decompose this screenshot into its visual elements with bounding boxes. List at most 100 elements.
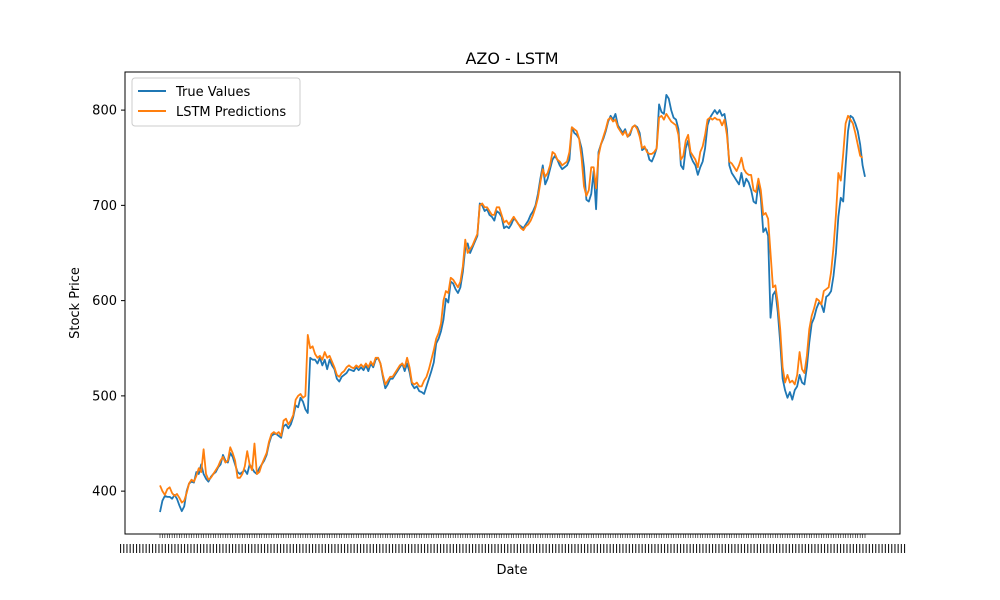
x-tick-label-glyph [203, 544, 205, 553]
x-tick-label-glyph [561, 544, 563, 553]
x-tick-label-glyph [456, 544, 458, 553]
x-tick-label-glyph [241, 544, 243, 553]
x-tick-label-glyph [788, 544, 790, 553]
x-tick-label-glyph [904, 544, 906, 553]
x-tick-label-glyph [340, 544, 342, 553]
x-tick-label-glyph [728, 544, 730, 553]
x-tick-label-glyph [699, 544, 701, 553]
x-tick-label-glyph [184, 544, 186, 553]
x-tick-label-glyph [651, 544, 653, 553]
x-tick-label-glyph [436, 544, 438, 553]
x-tick-label-glyph [433, 544, 435, 553]
x-tick-label-glyph [558, 544, 560, 553]
x-tick-label-glyph [833, 544, 835, 553]
x-tick-label-glyph [491, 544, 493, 553]
x-tick-label-glyph [849, 544, 851, 553]
x-tick-label-glyph [302, 544, 304, 553]
x-tick-label-glyph [756, 544, 758, 553]
x-tick-label-glyph [123, 544, 125, 553]
x-tick-label-glyph [564, 544, 566, 553]
x-tick-label-glyph [216, 544, 218, 553]
x-tick-label-glyph [625, 544, 627, 553]
x-tick-label-glyph [209, 544, 211, 553]
x-tick-label-glyph [628, 544, 630, 553]
x-tick-label-glyph [683, 544, 685, 553]
x-tick-label-glyph [164, 544, 166, 553]
x-tick-label-glyph [420, 544, 422, 553]
x-tick-label-glyph [772, 544, 774, 553]
x-tick-labels-clutter [120, 544, 906, 553]
x-tick-label-glyph [462, 544, 464, 553]
x-tick-label-glyph [897, 544, 899, 553]
x-tick-label-glyph [155, 544, 157, 553]
x-tick-label-glyph [888, 544, 890, 553]
x-tick-label-glyph [257, 544, 259, 553]
x-tick-label-glyph [590, 544, 592, 553]
x-tick-label-glyph [875, 544, 877, 553]
x-tick-label-glyph [804, 544, 806, 553]
x-tick-label-glyph [465, 544, 467, 553]
x-tick-label-glyph [376, 544, 378, 553]
x-tick-label-glyph [792, 544, 794, 553]
x-tick-label-glyph [513, 544, 515, 553]
x-tick-label-glyph [731, 544, 733, 553]
x-tick-label-glyph [635, 544, 637, 553]
x-tick-label-glyph [481, 544, 483, 553]
x-tick-label-glyph [859, 544, 861, 553]
x-tick-label-glyph [523, 544, 525, 553]
x-tick-label-glyph [337, 544, 339, 553]
x-tick-label-glyph [312, 544, 314, 553]
x-tick-label-glyph [654, 544, 656, 553]
x-tick-label-glyph [632, 544, 634, 553]
x-tick-label-glyph [721, 544, 723, 553]
x-tick-label-glyph [827, 544, 829, 553]
x-tick-label-glyph [161, 544, 163, 553]
x-tick-label-glyph [219, 544, 221, 553]
x-tick-label-glyph [251, 544, 253, 553]
x-tick-label-glyph [363, 544, 365, 553]
x-tick-label-glyph [139, 544, 141, 553]
x-tick-label-glyph [187, 544, 189, 553]
x-tick-label-glyph [884, 544, 886, 553]
x-tick-label-glyph [296, 544, 298, 553]
x-tick-label-glyph [404, 544, 406, 553]
x-tick-label-glyph [280, 544, 282, 553]
x-tick-label-glyph [452, 544, 454, 553]
x-tick-label-glyph [648, 544, 650, 553]
x-tick-label-glyph [424, 544, 426, 553]
x-tick-label-glyph [414, 544, 416, 553]
x-tick-label-glyph [836, 544, 838, 553]
x-tick-label-glyph [766, 544, 768, 553]
x-tick-label-glyph [168, 544, 170, 553]
x-tick-label-glyph [382, 544, 384, 553]
x-tick-label-glyph [619, 544, 621, 553]
x-tick-label-glyph [891, 544, 893, 553]
y-axis-ticks: 400 500 600 700 800 [92, 104, 125, 500]
x-tick-label-glyph [148, 544, 150, 553]
x-tick-label-glyph [660, 544, 662, 553]
y-tick-label: 800 [92, 104, 117, 119]
x-tick-label-glyph [136, 544, 138, 553]
x-tick-label-glyph [568, 544, 570, 553]
x-tick-label-glyph [555, 544, 557, 553]
x-tick-label-glyph [276, 544, 278, 553]
x-tick-label-glyph [308, 544, 310, 553]
x-tick-label-glyph [542, 544, 544, 553]
x-tick-label-glyph [222, 544, 224, 553]
x-tick-label-glyph [817, 544, 819, 553]
x-tick-label-glyph [692, 544, 694, 553]
x-tick-label-glyph [584, 544, 586, 553]
x-tick-label-glyph [145, 544, 147, 553]
x-tick-label-glyph [744, 544, 746, 553]
x-tick-label-glyph [878, 544, 880, 553]
x-tick-label-glyph [488, 544, 490, 553]
x-tick-label-glyph [459, 544, 461, 553]
x-tick-label-glyph [846, 544, 848, 553]
x-tick-label-glyph [708, 544, 710, 553]
x-tick-label-glyph [497, 544, 499, 553]
x-tick-label-glyph [715, 544, 717, 553]
y-tick-label: 400 [92, 485, 117, 500]
x-tick-label-glyph [760, 544, 762, 553]
x-tick-label-glyph [212, 544, 214, 553]
